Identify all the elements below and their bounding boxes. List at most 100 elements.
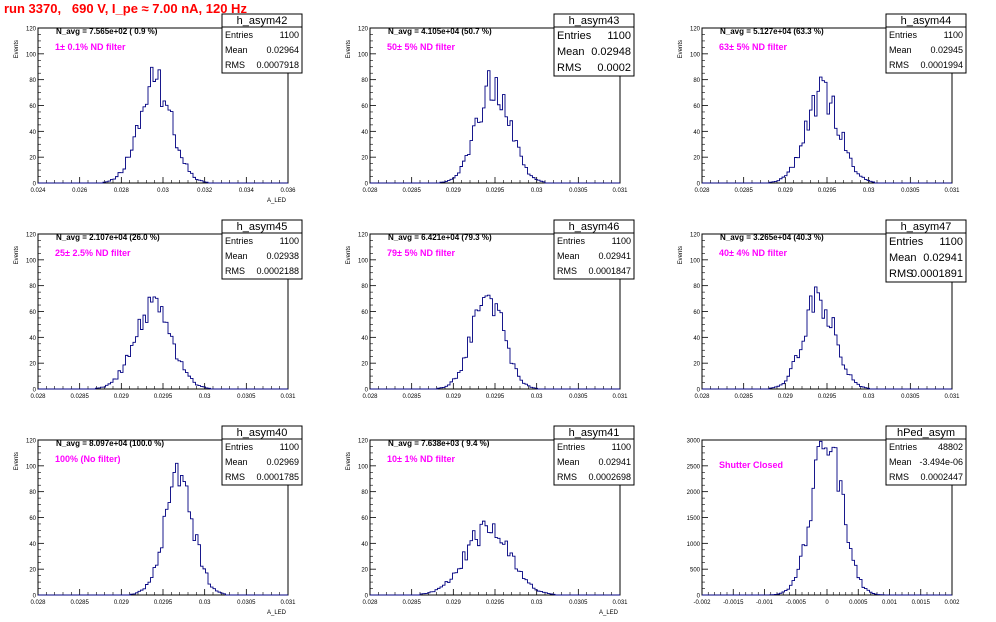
- filter-label: 10± 1% ND filter: [387, 454, 455, 464]
- y-tick-label: 3000: [687, 439, 701, 445]
- y-tick-label: 0: [33, 182, 37, 188]
- stat-mean-label: Mean: [557, 46, 585, 58]
- x-tick-label: 0.0295: [486, 394, 505, 400]
- x-tick-label: 0.0285: [734, 394, 753, 400]
- histogram-panel-h_asym43: 0 20 40 60 80 100 120 0.028 0.0285 0.029 0.0295 0.0…: [346, 13, 635, 194]
- x-tick-label: 0.036: [280, 188, 296, 194]
- x-tick-label: 0.03: [863, 188, 875, 194]
- y-axis-title: Events: [346, 246, 352, 264]
- x-tick-label: 0.0305: [237, 600, 256, 606]
- stat-mean-label: Mean: [557, 251, 580, 261]
- stat-entries-value: 1100: [612, 442, 631, 452]
- x-tick-label: 0.029: [778, 188, 794, 194]
- y-tick-label: 120: [26, 233, 37, 239]
- histogram-panel-h_asym44: 0 20 40 60 80 100 120 0.028 0.0285 0.029 0.0295 0.0…: [678, 13, 967, 194]
- x-tick-label: 0.029: [446, 188, 462, 194]
- x-tick-label: -0.0015: [723, 600, 744, 606]
- x-tick-label: 0.031: [612, 394, 628, 400]
- navg-label: N_avg = 6.421e+04 (79.3 %): [388, 233, 492, 242]
- y-tick-label: 1000: [687, 542, 701, 548]
- y-tick-label: 100: [358, 258, 369, 264]
- y-tick-label: 80: [693, 78, 700, 84]
- filter-label: 1± 0.1% ND filter: [55, 42, 126, 52]
- stat-mean-value: 0.02941: [598, 457, 631, 467]
- filter-label: 50± 5% ND filter: [387, 42, 455, 52]
- y-tick-label: 20: [29, 156, 36, 162]
- x-tick-label: -0.002: [693, 600, 711, 606]
- stat-entries-value: 1100: [280, 236, 299, 246]
- histogram-name: hPed_asym: [897, 427, 955, 439]
- x-axis-title: A_LED: [267, 198, 287, 204]
- y-tick-label: 120: [358, 439, 369, 445]
- y-tick-label: 80: [693, 284, 700, 290]
- y-tick-label: 100: [26, 52, 37, 58]
- histogram-panel-h_asym45: 0 20 40 60 80 100 120 0.028 0.0285 0.029 0.0295 0.0…: [14, 219, 303, 400]
- stat-mean-value: 0.02945: [930, 45, 963, 55]
- stat-mean-label: Mean: [225, 251, 248, 261]
- stat-mean-value: 0.02948: [591, 46, 631, 58]
- x-tick-label: 0.0295: [818, 188, 837, 194]
- x-tick-label: -0.0005: [786, 600, 807, 606]
- stats-box: h_asym45 Entries 1100 Mean 0.02938 RMS 0.00021…: [221, 219, 303, 280]
- stat-rms-value: 0.0001891: [911, 268, 963, 280]
- histogram-name: h_asym46: [569, 221, 620, 233]
- y-tick-label: 60: [361, 516, 368, 522]
- stat-entries-value: 1100: [280, 30, 299, 40]
- stat-rms-value: 0.0002447: [920, 472, 963, 482]
- histogram-line: [370, 70, 620, 184]
- x-tick-label: 0.024: [30, 188, 46, 194]
- y-tick-label: 80: [29, 284, 36, 290]
- histogram-panel-hPed_asym: 0 500 1000 1500 2000 2500 3000 -0.002 -0.0015 -0.…: [687, 425, 967, 606]
- stats-box: h_asym44 Entries 1100 Mean 0.02945 RMS 0.00019…: [885, 13, 967, 74]
- x-tick-label: 0.001: [882, 600, 898, 606]
- stat-rms-label: RMS: [889, 268, 913, 280]
- y-tick-label: 0: [33, 594, 37, 600]
- stat-entries-label: Entries: [889, 30, 918, 40]
- x-tick-label: 0.0305: [569, 188, 588, 194]
- y-tick-label: 40: [361, 336, 368, 342]
- y-axis-title: Events: [14, 40, 20, 58]
- y-tick-label: 100: [26, 258, 37, 264]
- stat-entries-label: Entries: [889, 442, 918, 452]
- stat-entries-label: Entries: [557, 30, 592, 42]
- y-tick-label: 120: [358, 27, 369, 33]
- y-tick-label: 40: [29, 542, 36, 548]
- histogram-panel-h_asym47: 0 20 40 60 80 100 120 0.028 0.0285 0.029 0.0295 0.0…: [678, 219, 967, 400]
- y-tick-label: 80: [361, 78, 368, 84]
- y-axis-title: Events: [346, 452, 352, 470]
- stat-mean-label: Mean: [889, 457, 912, 467]
- y-tick-label: 20: [693, 156, 700, 162]
- stat-entries-label: Entries: [225, 30, 254, 40]
- navg-label: N_avg = 2.107e+04 (26.0 %): [56, 233, 160, 242]
- histogram-name: h_asym40: [237, 427, 288, 439]
- x-tick-label: 0.031: [612, 188, 628, 194]
- y-tick-label: 0: [33, 388, 37, 394]
- y-tick-label: 100: [26, 464, 37, 470]
- y-tick-label: 60: [693, 310, 700, 316]
- stats-box: hPed_asym Entries 48802 Mean -3.494e-06 RMS 0.…: [885, 425, 967, 486]
- stats-box-frame: [221, 13, 303, 74]
- stat-rms-label: RMS: [225, 266, 245, 276]
- y-tick-label: 100: [690, 52, 701, 58]
- x-tick-label: 0.028: [694, 394, 710, 400]
- y-tick-label: 0: [365, 182, 369, 188]
- x-axis-title: A_LED: [267, 610, 287, 616]
- stat-mean-value: 0.02938: [266, 251, 299, 261]
- histogram-name: h_asym47: [901, 221, 952, 233]
- stats-box: h_asym40 Entries 1100 Mean 0.02969 RMS 0.00017…: [221, 425, 303, 486]
- stats-box-frame: [221, 425, 303, 486]
- stat-mean-value: 0.02941: [598, 251, 631, 261]
- histogram-panel-h_asym46: 0 20 40 60 80 100 120 0.028 0.0285 0.029 0.0295 0.0…: [346, 219, 635, 400]
- stat-entries-label: Entries: [557, 236, 586, 246]
- x-axis-title: A_LED: [599, 610, 619, 616]
- stat-rms-value: 0.0007918: [256, 60, 299, 70]
- y-tick-label: 80: [29, 490, 36, 496]
- x-tick-label: 0.028: [30, 394, 46, 400]
- y-axis-title: Events: [678, 246, 684, 264]
- y-tick-label: 40: [361, 542, 368, 548]
- stat-entries-value: 1100: [939, 236, 963, 248]
- histogram-line: [702, 286, 952, 390]
- y-tick-label: 20: [361, 568, 368, 574]
- x-tick-label: 0.0295: [154, 394, 173, 400]
